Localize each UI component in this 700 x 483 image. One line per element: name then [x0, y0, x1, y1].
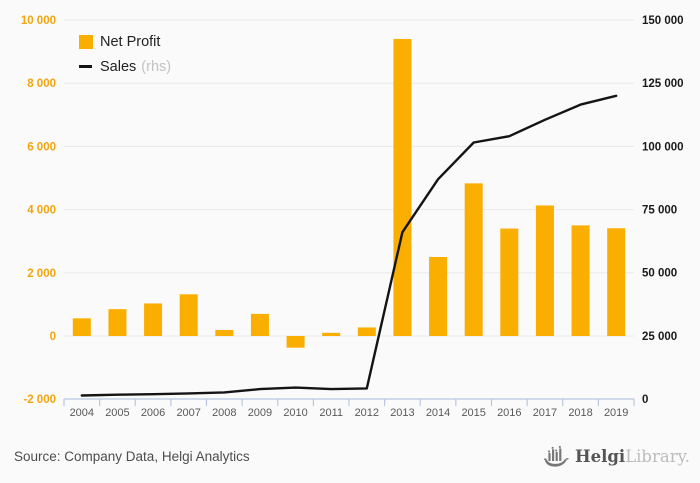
year-label: 2005 [105, 407, 129, 419]
year-label: 2018 [568, 407, 592, 419]
year-label: 2008 [212, 407, 236, 419]
left-axis-tick-label: -2 000 [23, 394, 56, 406]
helgi-library-logo: HelgiLibrary. [543, 444, 690, 469]
year-label: 2019 [604, 407, 628, 419]
sales-line-swatch [79, 65, 92, 68]
year-label: 2017 [533, 407, 557, 419]
bar-2013 [393, 38, 412, 337]
x-axis: 2004 2005 2006 2007 2008 2009 2010 2011 2012 2013… [63, 398, 635, 419]
right-axis-tick-label: 150 000 [642, 15, 684, 27]
right-axis-labels: 150 000 125 000 100 000 75 000 50 000 25 000 0 [642, 15, 684, 406]
year-label: 2015 [461, 407, 485, 419]
year-label: 2016 [497, 407, 521, 419]
bar-2006 [144, 303, 163, 336]
right-axis-tick-label: 0 [642, 394, 648, 406]
chart-plot: 10 000 8 000 6 000 4 000 2 000 0 -2 000 150 000… [21, 15, 684, 419]
left-axis-tick-label: 0 [50, 331, 56, 343]
bar-2017 [535, 205, 554, 336]
bar-2010 [286, 336, 305, 348]
net-profit-label: Net Profit [100, 33, 161, 50]
bar-2011 [322, 332, 341, 336]
left-axis-tick-label: 2 000 [27, 268, 56, 280]
legend-item-net-profit: Net Profit [79, 29, 171, 54]
bar-2007 [179, 294, 198, 336]
right-axis-tick-label: 75 000 [642, 205, 677, 217]
legend-item-sales: Sales (rhs) [79, 54, 171, 79]
left-axis-labels: 10 000 8 000 6 000 4 000 2 000 0 -2 000 [21, 15, 56, 406]
logo-text-library: Library. [625, 446, 690, 466]
legend: Net Profit Sales (rhs) [79, 29, 171, 79]
right-axis-tick-label: 100 000 [642, 141, 684, 153]
bar-2014 [429, 257, 448, 336]
bar-2005 [108, 309, 127, 336]
sales-label: Sales [100, 58, 137, 75]
bar-2004 [72, 318, 91, 336]
bar-2016 [500, 228, 519, 336]
bar-2019 [607, 228, 626, 336]
year-label: 2014 [426, 407, 450, 419]
right-axis-tick-label: 50 000 [642, 268, 677, 280]
bar-2018 [571, 225, 590, 336]
left-axis-tick-label: 6 000 [27, 141, 56, 153]
bar-2009 [250, 313, 269, 336]
right-axis-tick-label: 25 000 [642, 331, 677, 343]
year-label: 2004 [70, 407, 94, 419]
sales-rhs-suffix: (rhs) [141, 58, 172, 75]
right-axis-tick-label: 125 000 [642, 78, 684, 90]
year-label: 2009 [248, 407, 272, 419]
year-label: 2006 [141, 407, 165, 419]
footer: Source: Company Data, Helgi Analytics He… [0, 432, 700, 480]
ship-icon [543, 445, 569, 467]
year-label: 2007 [176, 407, 200, 419]
sales-line [80, 94, 618, 397]
net-profit-bars [72, 38, 626, 348]
year-label: 2010 [283, 407, 307, 419]
bar-2008 [215, 329, 234, 336]
logo-text-helgi: Helgi [575, 446, 626, 466]
bar-2015 [464, 183, 483, 336]
year-label: 2012 [355, 407, 379, 419]
left-axis-tick-label: 4 000 [27, 205, 56, 217]
left-axis-tick-label: 10 000 [21, 15, 56, 27]
year-label: 2013 [390, 407, 414, 419]
net-profit-swatch [79, 34, 93, 49]
source-text: Source: Company Data, Helgi Analytics [14, 448, 250, 464]
bar-2012 [357, 327, 376, 336]
year-label: 2011 [319, 407, 343, 419]
left-axis-tick-label: 8 000 [27, 78, 56, 90]
